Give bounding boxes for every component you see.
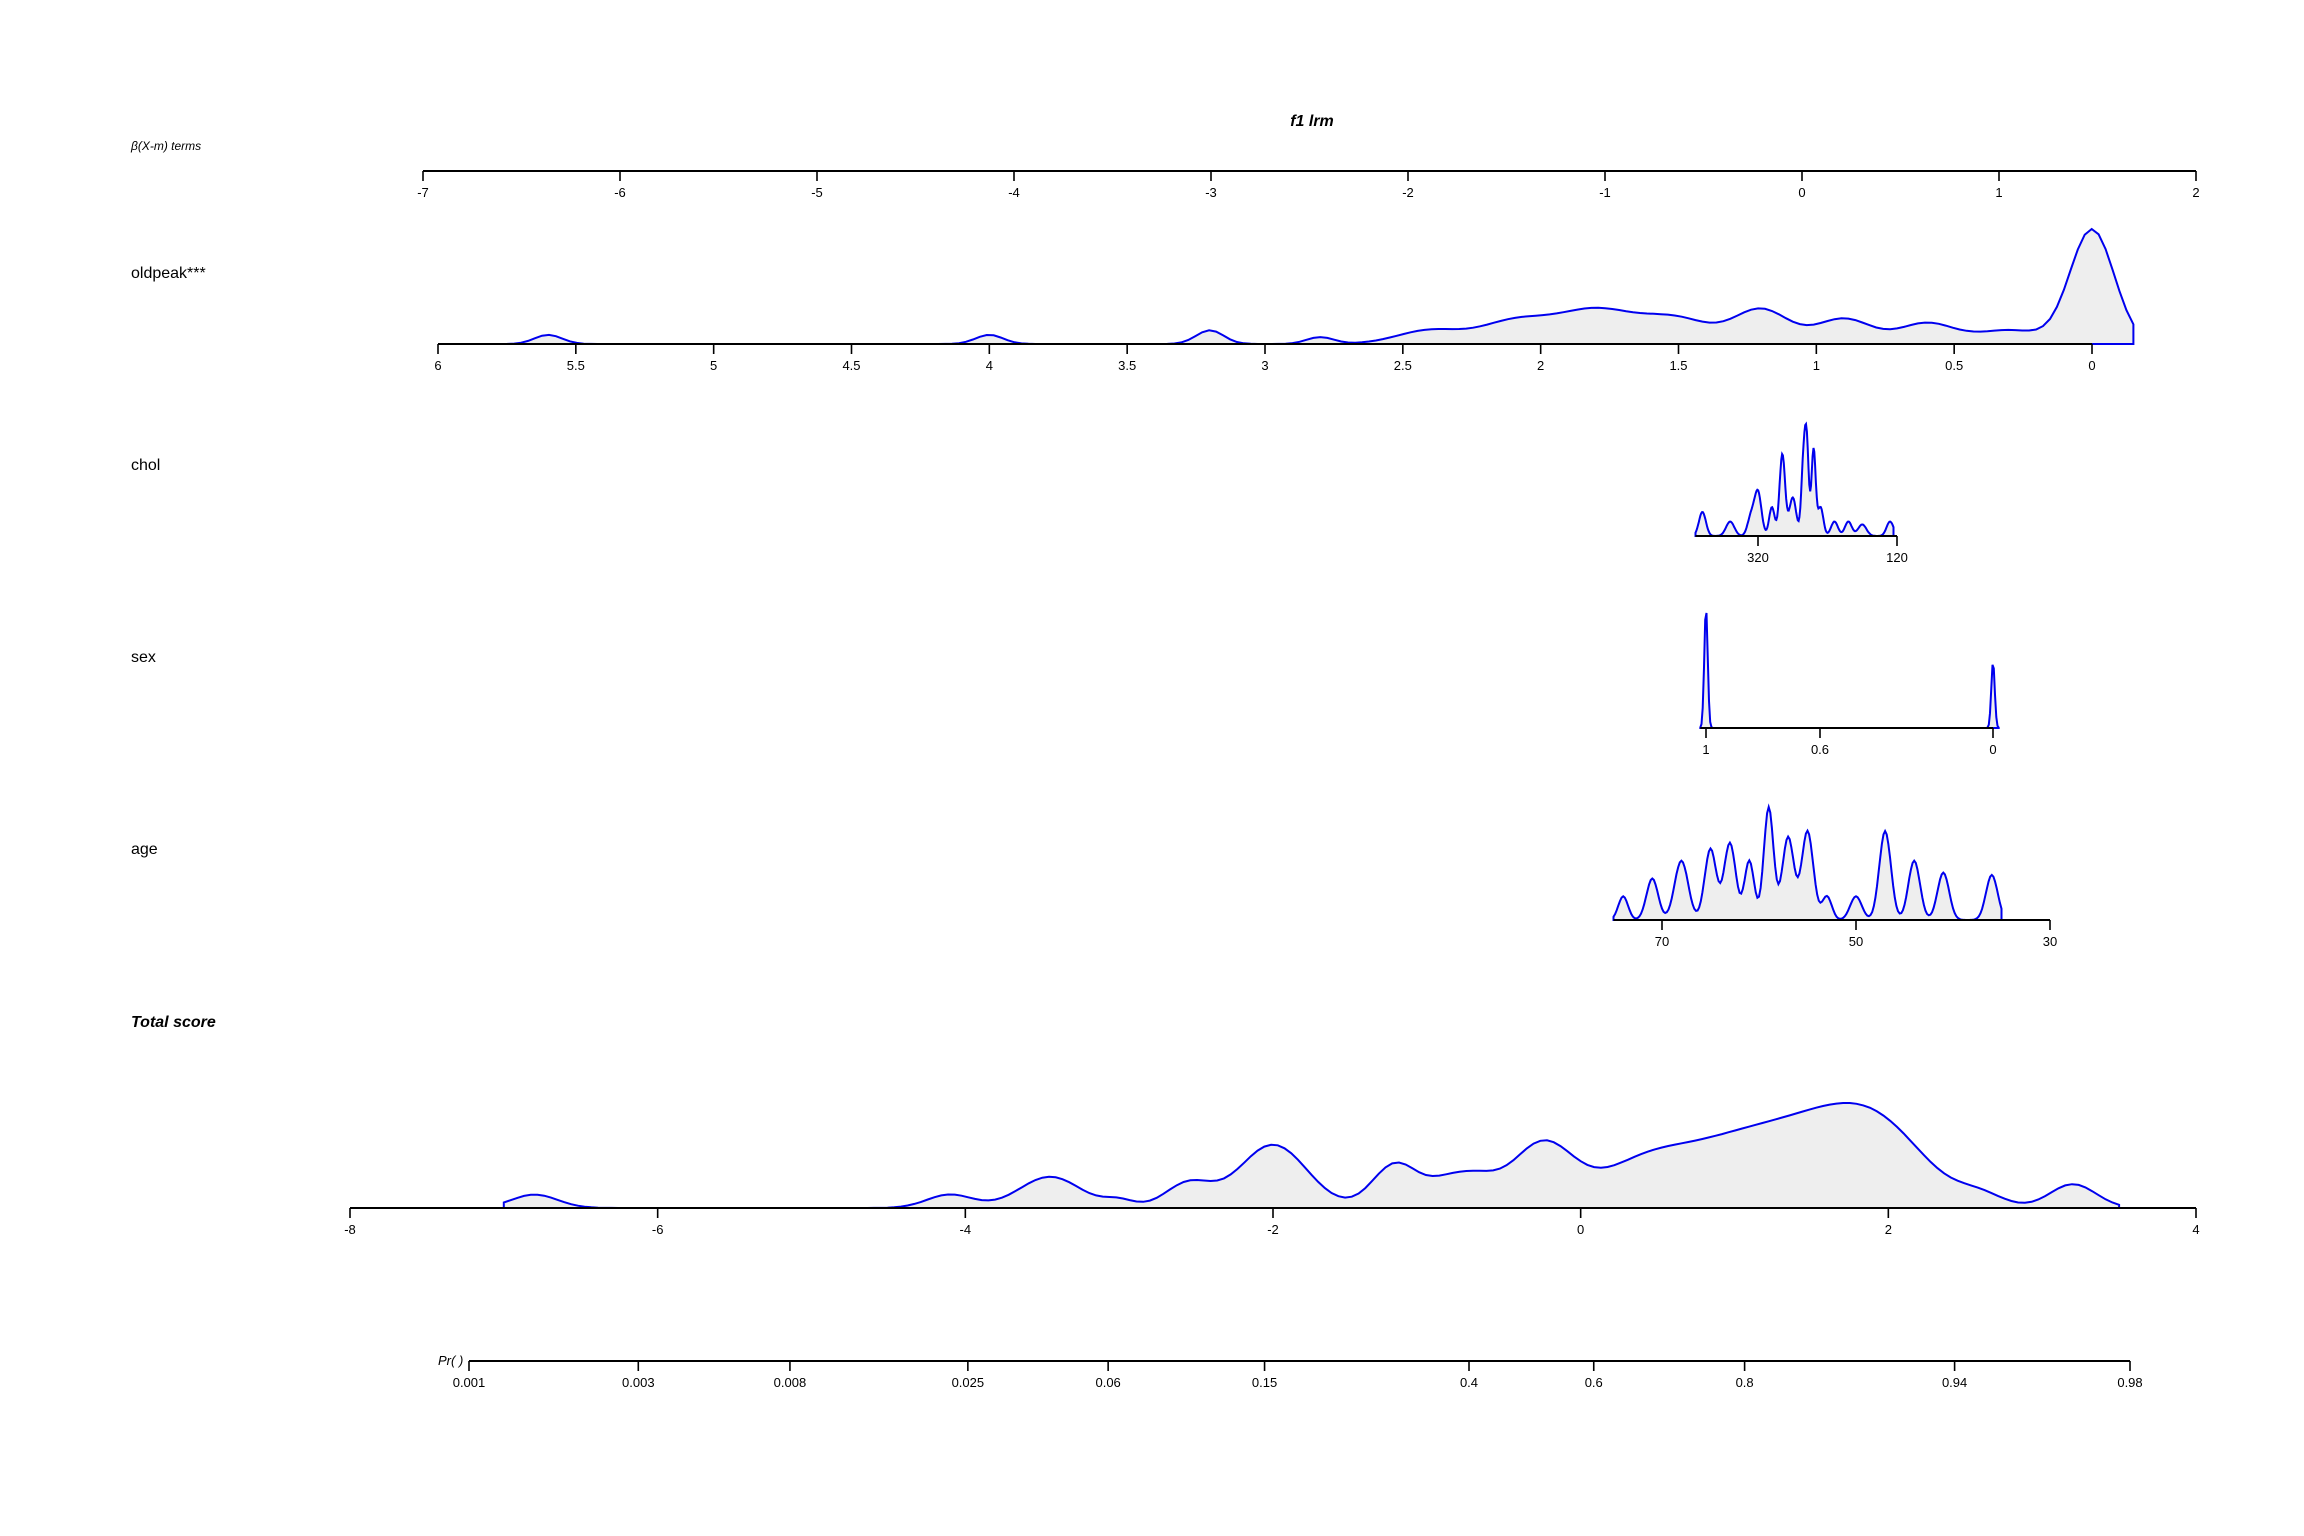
prob-tick-label: 0.98 (2117, 1375, 2142, 1390)
row0-tick-label: 1.5 (1669, 358, 1687, 373)
row-label-oldpeak: oldpeak*** (131, 265, 206, 282)
top-tick-label: -5 (811, 185, 823, 200)
prob-tick-label: 0.94 (1942, 1375, 1967, 1390)
row1-tick-label: 120 (1886, 550, 1908, 565)
row2-tick-label: 0 (1989, 742, 1996, 757)
prob-tick-label: 0.6 (1585, 1375, 1603, 1390)
density-total-score (502, 1102, 2121, 1209)
prob-tick-label: 0.001 (453, 1375, 486, 1390)
row0-tick-label: 2.5 (1394, 358, 1412, 373)
prob-tick-label: 0.4 (1460, 1375, 1478, 1390)
total-tick-label: 2 (1885, 1222, 1892, 1237)
density-sex (1699, 612, 2000, 729)
row-label-sex: sex (131, 649, 156, 666)
row3-tick-label: 70 (1655, 934, 1669, 949)
chart-title: f1 lrm (1290, 113, 1334, 130)
row0-tick-label: 1 (1813, 358, 1820, 373)
probability-label: Pr( ) (438, 1353, 463, 1368)
row2-tick-label: 0.6 (1811, 742, 1829, 757)
row0-tick-label: 5.5 (567, 358, 585, 373)
top-tick-label: -4 (1008, 185, 1020, 200)
total-tick-label: 0 (1577, 1222, 1584, 1237)
prob-tick-label: 0.8 (1736, 1375, 1754, 1390)
top-axis: -7 -6 -5 -4 -3 -2 -1 0 1 2 (417, 170, 2200, 200)
row0-tick-label: 4.5 (842, 358, 860, 373)
total-tick-label: 4 (2192, 1222, 2199, 1237)
prob-tick-label: 0.008 (774, 1375, 807, 1390)
top-tick-label: 2 (2192, 185, 2199, 200)
total-tick-label: -4 (960, 1222, 972, 1237)
row1-tick-label: 320 (1747, 550, 1769, 565)
top-tick-label: 0 (1798, 185, 1805, 200)
row-oldpeak: 6 5.5 5 4.5 4 3.5 3 2.5 2 1.5 1 0.5 0 (434, 227, 2135, 373)
probability-axis: 0.001 0.003 0.008 0.025 0.06 0.15 0.4 0.6 0.8 0.9… (453, 1360, 2143, 1390)
density-oldpeak (465, 227, 2135, 345)
prob-tick-label: 0.025 (952, 1375, 985, 1390)
total-tick-label: -2 (1267, 1222, 1279, 1237)
row0-tick-label: 3 (1261, 358, 1268, 373)
row0-tick-label: 3.5 (1118, 358, 1136, 373)
top-tick-label: -3 (1205, 185, 1217, 200)
row-label-chol: chol (131, 457, 160, 474)
row-chol: 320 120 (1694, 421, 1908, 565)
density-chol (1694, 421, 1895, 538)
total-tick-label: -6 (652, 1222, 664, 1237)
row0-tick-label: 0.5 (1945, 358, 1963, 373)
top-tick-label: -6 (614, 185, 626, 200)
row-label-age: age (131, 841, 158, 858)
prob-tick-label: 0.15 (1252, 1375, 1277, 1390)
top-tick-label: 1 (1995, 185, 2002, 200)
total-score-axis: -8 -6 -4 -2 0 2 4 (344, 1102, 2200, 1237)
top-tick-label: -1 (1599, 185, 1611, 200)
prob-tick-label: 0.003 (622, 1375, 655, 1390)
chart-subtitle: β(X-m) terms (130, 139, 201, 153)
row0-tick-label: 4 (986, 358, 993, 373)
total-score-label: Total score (131, 1014, 216, 1031)
row-sex: 1 0.6 0 (1699, 612, 2000, 757)
row0-tick-label: 2 (1537, 358, 1544, 373)
row3-tick-label: 50 (1849, 934, 1863, 949)
density-age (1612, 803, 2003, 921)
row0-tick-label: 6 (434, 358, 441, 373)
prob-tick-label: 0.06 (1095, 1375, 1120, 1390)
total-tick-label: -8 (344, 1222, 356, 1237)
row2-tick-label: 1 (1702, 742, 1709, 757)
top-tick-label: -2 (1402, 185, 1414, 200)
row0-tick-label: 5 (710, 358, 717, 373)
top-tick-label: -7 (417, 185, 429, 200)
row0-tick-label: 0 (2088, 358, 2095, 373)
row3-tick-label: 30 (2043, 934, 2057, 949)
row-age: 70 50 30 (1612, 803, 2057, 949)
